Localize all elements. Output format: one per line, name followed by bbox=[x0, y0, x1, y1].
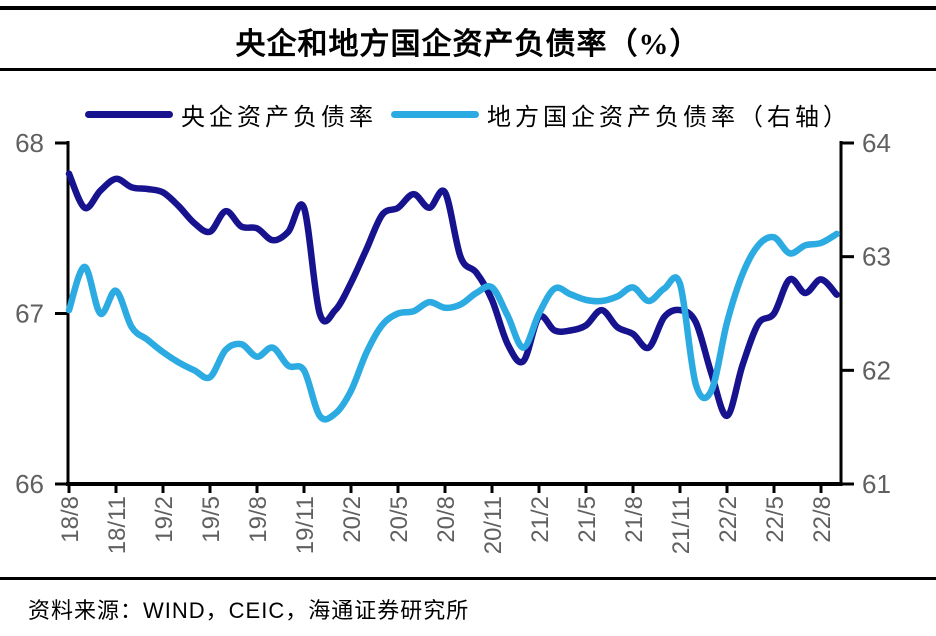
legend-swatch-local-soe bbox=[391, 110, 479, 118]
x-axis-tick-label: 19/11 bbox=[292, 496, 319, 554]
x-axis-tick-label: 21/5 bbox=[574, 496, 601, 543]
x-axis-tick-label: 20/8 bbox=[433, 496, 460, 543]
footer-divider bbox=[0, 577, 936, 580]
source-text: 资料来源：WIND，CEIC，海通证券研究所 bbox=[28, 598, 470, 623]
y-axis-right-tick-label: 63 bbox=[862, 242, 891, 272]
x-axis-tick-label: 22/2 bbox=[715, 496, 742, 543]
x-axis-tick-label: 22/5 bbox=[762, 496, 789, 543]
series-line-local-soe bbox=[65, 230, 840, 423]
y-axis-right-tick-label: 64 bbox=[862, 128, 891, 158]
chart-legend: 央企资产负债率 地方国企资产负债率（右轴） bbox=[0, 101, 936, 131]
y-axis-right-tick-label: 62 bbox=[862, 355, 891, 385]
x-axis-tick-label: 19/2 bbox=[151, 496, 178, 543]
title-divider bbox=[0, 68, 936, 71]
x-axis-tick-label: 19/5 bbox=[198, 496, 225, 543]
legend-swatch-central-soe bbox=[85, 110, 173, 118]
x-axis-tick-label: 18/8 bbox=[57, 496, 84, 543]
y-axis-left-tick-label: 66 bbox=[15, 469, 44, 499]
chart-title: 央企和地方国企资产负债率（%） bbox=[235, 28, 701, 61]
x-axis-tick-label: 20/11 bbox=[480, 496, 507, 554]
x-axis-tick-label: 22/8 bbox=[809, 496, 836, 543]
x-axis-tick-label: 19/8 bbox=[245, 496, 272, 543]
legend-item-central-soe: 央企资产负债率 bbox=[85, 97, 377, 132]
x-axis-tick-label: 21/8 bbox=[621, 496, 648, 543]
legend-label-central-soe: 央企资产负债率 bbox=[181, 104, 377, 131]
top-divider bbox=[0, 6, 936, 10]
x-axis-tick-label: 18/11 bbox=[104, 496, 131, 554]
legend-label-local-soe: 地方国企资产负债率（右轴） bbox=[487, 104, 851, 131]
x-axis-tick-label: 20/2 bbox=[339, 496, 366, 543]
y-axis-right-tick-label: 61 bbox=[862, 469, 891, 499]
x-axis-tick-label: 20/5 bbox=[386, 496, 413, 543]
legend-item-local-soe: 地方国企资产负债率（右轴） bbox=[391, 97, 851, 132]
y-axis-left-tick-label: 67 bbox=[15, 299, 44, 329]
series-line-central-soe bbox=[65, 170, 840, 420]
x-axis-tick-label: 21/11 bbox=[668, 496, 695, 554]
y-axis-left-tick-label: 68 bbox=[15, 128, 44, 158]
x-axis-tick-label: 21/2 bbox=[527, 496, 554, 543]
